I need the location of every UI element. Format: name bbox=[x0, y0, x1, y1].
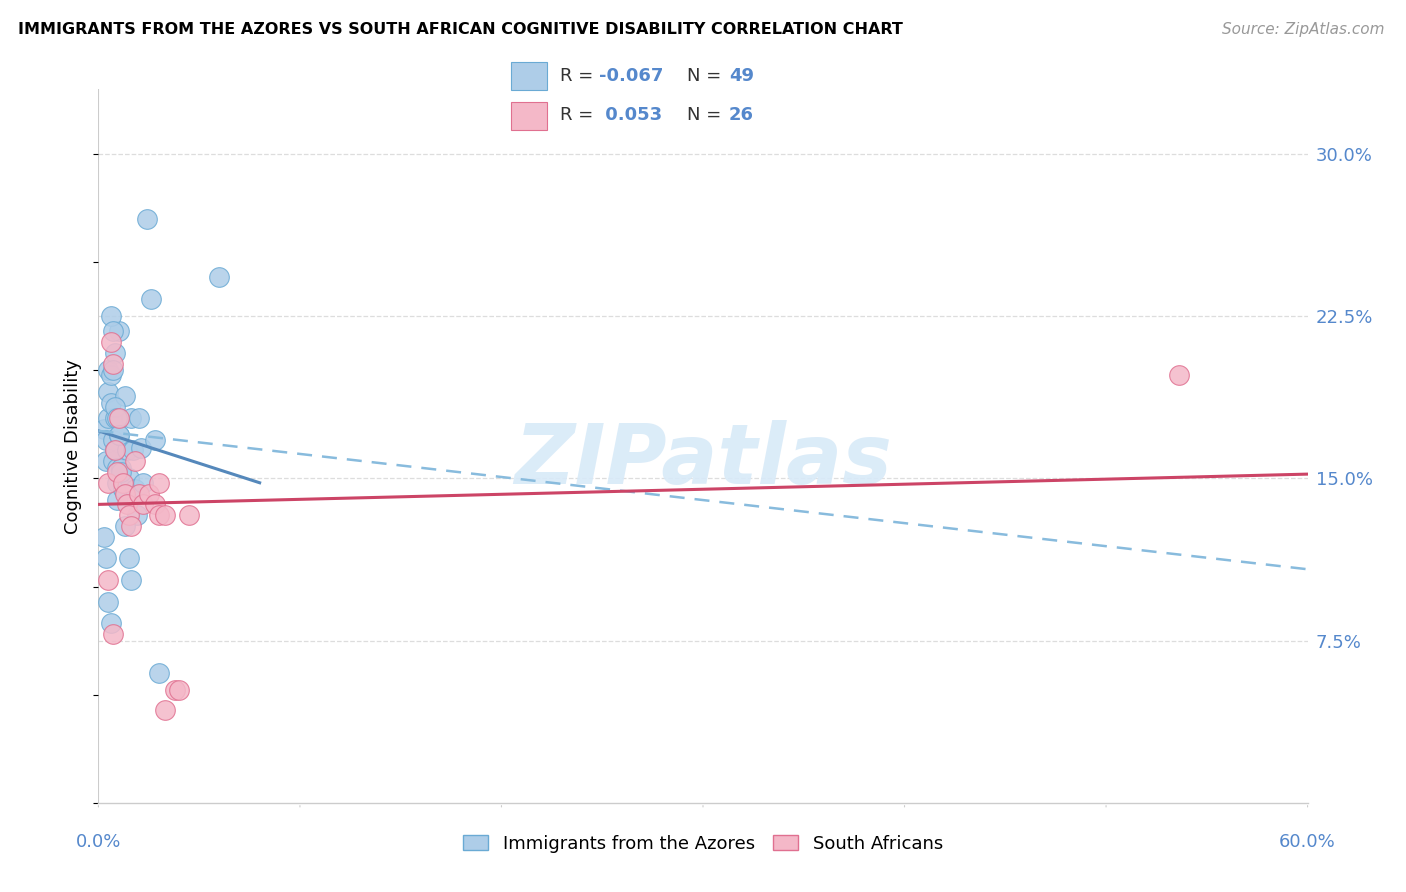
Point bbox=[96, 433, 118, 447]
Point bbox=[105, 410, 128, 425]
Point bbox=[105, 465, 128, 479]
Point bbox=[101, 357, 124, 371]
Point bbox=[97, 384, 120, 399]
Point bbox=[118, 508, 141, 523]
Point bbox=[97, 475, 120, 490]
Point bbox=[129, 441, 152, 455]
Point bbox=[101, 363, 124, 377]
Point bbox=[167, 683, 190, 698]
Point bbox=[143, 433, 166, 447]
Text: R =: R = bbox=[560, 67, 599, 85]
Point bbox=[100, 616, 122, 631]
Point bbox=[138, 486, 160, 500]
Point bbox=[114, 519, 136, 533]
FancyBboxPatch shape bbox=[512, 102, 547, 130]
Point bbox=[107, 428, 129, 442]
Point bbox=[105, 475, 128, 490]
Point bbox=[103, 346, 125, 360]
Point bbox=[143, 497, 166, 511]
Point bbox=[135, 211, 157, 226]
Point bbox=[103, 400, 125, 414]
Point bbox=[111, 482, 134, 496]
Point bbox=[103, 410, 125, 425]
Point bbox=[100, 368, 122, 382]
Text: 0.0%: 0.0% bbox=[76, 833, 121, 851]
Point bbox=[124, 454, 146, 468]
Point bbox=[96, 454, 118, 468]
Text: IMMIGRANTS FROM THE AZORES VS SOUTH AFRICAN COGNITIVE DISABILITY CORRELATION CHA: IMMIGRANTS FROM THE AZORES VS SOUTH AFRI… bbox=[18, 22, 903, 37]
Point bbox=[93, 422, 115, 436]
Point bbox=[120, 573, 142, 587]
Point bbox=[179, 508, 201, 523]
Text: -0.067: -0.067 bbox=[599, 67, 664, 85]
Point bbox=[105, 493, 128, 508]
Point bbox=[132, 475, 155, 490]
Legend: Immigrants from the Azores, South Africans: Immigrants from the Azores, South Africa… bbox=[454, 825, 952, 862]
Point bbox=[128, 410, 150, 425]
Point bbox=[118, 471, 141, 485]
Text: R =: R = bbox=[560, 106, 599, 124]
Point bbox=[124, 482, 146, 496]
Point bbox=[125, 508, 148, 523]
Point bbox=[114, 486, 136, 500]
Text: 0.053: 0.053 bbox=[599, 106, 662, 124]
Point bbox=[153, 508, 176, 523]
Point bbox=[101, 454, 124, 468]
Point bbox=[100, 310, 122, 324]
Text: Source: ZipAtlas.com: Source: ZipAtlas.com bbox=[1222, 22, 1385, 37]
Point bbox=[97, 573, 120, 587]
Point bbox=[101, 627, 124, 641]
Point bbox=[153, 703, 176, 717]
Text: 49: 49 bbox=[728, 67, 754, 85]
Point bbox=[148, 666, 170, 681]
Point bbox=[97, 363, 120, 377]
Point bbox=[110, 465, 132, 479]
Point bbox=[208, 270, 231, 285]
Point bbox=[120, 519, 142, 533]
Text: N =: N = bbox=[686, 106, 727, 124]
Point bbox=[121, 443, 143, 458]
Point bbox=[107, 410, 129, 425]
Text: N =: N = bbox=[686, 67, 727, 85]
Point bbox=[100, 335, 122, 350]
Point bbox=[107, 325, 129, 339]
Text: 26: 26 bbox=[728, 106, 754, 124]
FancyBboxPatch shape bbox=[512, 62, 547, 90]
Point bbox=[115, 443, 138, 458]
Point bbox=[97, 595, 120, 609]
Point bbox=[132, 497, 155, 511]
Text: 60.0%: 60.0% bbox=[1279, 833, 1336, 851]
Point bbox=[97, 410, 120, 425]
Point bbox=[1167, 368, 1189, 382]
Point bbox=[139, 292, 162, 306]
Point bbox=[101, 433, 124, 447]
Point bbox=[118, 551, 141, 566]
Point bbox=[93, 530, 115, 544]
Point bbox=[110, 460, 132, 475]
Point bbox=[103, 443, 125, 458]
Point bbox=[111, 475, 134, 490]
Point bbox=[107, 428, 129, 442]
Point bbox=[105, 460, 128, 475]
Text: ZIPatlas: ZIPatlas bbox=[515, 420, 891, 500]
Point bbox=[100, 396, 122, 410]
Point bbox=[96, 551, 118, 566]
Point bbox=[120, 410, 142, 425]
Point bbox=[115, 497, 138, 511]
Point bbox=[128, 486, 150, 500]
Point bbox=[148, 475, 170, 490]
Y-axis label: Cognitive Disability: Cognitive Disability bbox=[65, 359, 83, 533]
Point bbox=[101, 325, 124, 339]
Point bbox=[103, 443, 125, 458]
Point bbox=[114, 389, 136, 403]
Point bbox=[148, 508, 170, 523]
Point bbox=[163, 683, 186, 698]
